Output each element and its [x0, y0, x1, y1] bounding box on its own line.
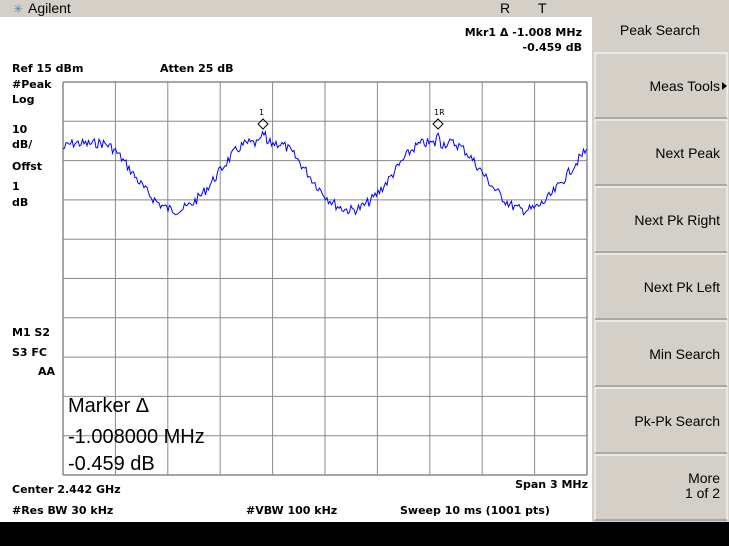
display: [0, 0, 592, 522]
attenuation: Atten 25 dB: [160, 62, 234, 75]
marker: [432, 118, 444, 130]
softkey[interactable]: [594, 186, 728, 253]
annotation: 10: [12, 123, 28, 136]
marker-amplitude: -0.459 dB: [523, 41, 582, 54]
marker-label: 1R: [434, 108, 445, 117]
softkey-label[interactable]: Next Pk Left: [644, 279, 720, 295]
softkey-label[interactable]: Next Peak: [655, 145, 721, 161]
active-function: -1.008000 MHz: [68, 426, 205, 448]
ref-level: Ref 15 dBm: [12, 62, 83, 75]
vbw: #VBW 100 kHz: [246, 504, 337, 517]
span: Span 3 MHz: [515, 478, 588, 491]
softkey[interactable]: [594, 454, 728, 521]
softkey-label[interactable]: Pk-Pk Search: [634, 413, 720, 429]
softkey[interactable]: [594, 119, 728, 186]
logo: ✳: [13, 2, 23, 16]
softkey[interactable]: [594, 387, 728, 454]
center: Center 2.442 GHz: [12, 483, 121, 496]
softkey-label[interactable]: Min Search: [649, 346, 720, 362]
annotation: Log: [12, 93, 34, 106]
status-annotation: M1 S2: [12, 326, 50, 339]
annotation: dB: [12, 196, 28, 209]
annotation: #Peak: [12, 78, 52, 91]
trace: [62, 130, 587, 216]
softkey-label[interactable]: Next Pk Right: [634, 212, 720, 228]
softkey-label[interactable]: Meas Tools: [649, 78, 720, 94]
menu-title: Peak Search: [620, 22, 700, 38]
annotation: Offst: [12, 160, 42, 173]
sweep: Sweep 10 ms (1001 pts): [400, 504, 550, 517]
submenu-arrow: [722, 82, 727, 90]
graticule: [62, 81, 588, 476]
softkeys: Meas Tools Next Peak Next Pk Right Next Pk …: [594, 52, 728, 521]
status-annotation: AA: [38, 365, 56, 378]
marker-label: 1: [259, 108, 264, 117]
softkey-sub[interactable]: 1 of 2: [685, 485, 720, 501]
title-bar: [0, 0, 592, 17]
status-t: T: [538, 0, 547, 16]
marker-readout: Mkr1 Δ -1.008 MHz: [465, 26, 582, 39]
status-annotation: S3 FC: [12, 346, 47, 359]
annotation: 1: [12, 180, 20, 193]
brand: Agilent: [28, 0, 71, 16]
rbw: #Res BW 30 kHz: [12, 504, 113, 517]
marker: [257, 118, 269, 130]
annotation: dB/: [12, 138, 33, 151]
status-r: R: [500, 0, 510, 16]
active-function: Marker Δ: [68, 395, 149, 417]
softkey-label[interactable]: More: [688, 470, 720, 486]
softkey[interactable]: [594, 253, 728, 320]
active-function: -0.459 dB: [68, 453, 155, 475]
